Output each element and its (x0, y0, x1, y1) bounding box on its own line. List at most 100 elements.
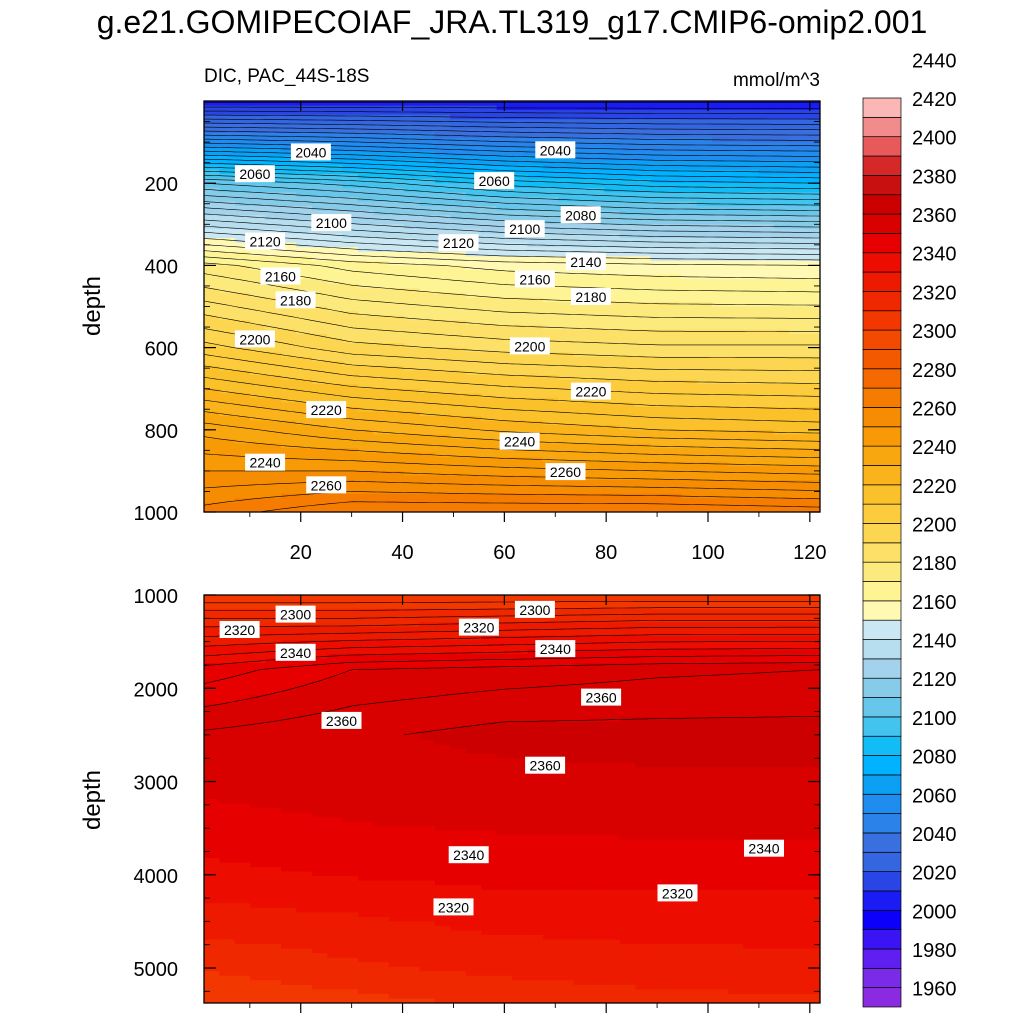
field-cell (604, 324, 621, 330)
field-cell (327, 871, 344, 877)
field-cell (219, 962, 236, 968)
field-cell (696, 393, 713, 399)
field-cell (373, 238, 390, 244)
field-cell (388, 980, 405, 986)
field-cell (527, 238, 544, 244)
field-cell (219, 429, 236, 435)
field-cell (281, 595, 297, 601)
contour-label: 2080 (560, 206, 601, 224)
field-cell (388, 762, 405, 768)
field-cell (589, 279, 605, 285)
field-cell (342, 749, 359, 755)
field-cell (589, 489, 605, 495)
field-cell (327, 210, 344, 216)
field-cell (388, 998, 405, 1003)
field-cell (311, 343, 328, 349)
field-cell (296, 174, 313, 180)
field-cell (358, 962, 374, 968)
field-cell (219, 502, 236, 509)
field-cell (250, 907, 267, 913)
field-cell (496, 288, 513, 294)
field-cell (419, 297, 436, 303)
field-cell (311, 448, 328, 454)
field-cell (727, 269, 744, 276)
field-cell (789, 219, 806, 225)
field-cell (219, 352, 236, 358)
field-cell (388, 953, 405, 959)
field-cell (234, 119, 251, 125)
field-cell (743, 279, 759, 285)
field-cell (358, 604, 374, 610)
field-cell (604, 196, 621, 203)
field-cell (265, 128, 282, 134)
field-cell (327, 780, 344, 786)
field-cell (727, 493, 744, 499)
field-cell (758, 123, 775, 129)
field-cell (712, 375, 729, 381)
field-cell (342, 984, 359, 990)
field-cell (681, 507, 698, 512)
field-cell (619, 155, 636, 161)
field-cell (342, 137, 359, 143)
field-cell (743, 333, 759, 340)
field-cell (296, 871, 313, 877)
field-cell (496, 347, 513, 353)
field-cell (373, 187, 390, 193)
field-cell (727, 132, 744, 139)
field-cell (496, 301, 513, 308)
field-cell (250, 808, 267, 814)
field-cell (342, 617, 359, 623)
field-cell (450, 288, 467, 294)
field-cell (204, 384, 220, 390)
field-cell (604, 356, 621, 362)
field-cell (450, 146, 467, 152)
field-cell (265, 502, 282, 509)
field-cell (373, 667, 390, 673)
field-cell (481, 480, 498, 486)
field-cell (558, 132, 575, 139)
field-cell (265, 812, 282, 818)
field-cell (204, 712, 220, 718)
field-cell (773, 347, 790, 353)
field-cell (450, 429, 467, 435)
field-cell (219, 493, 236, 499)
field-cell (327, 685, 344, 691)
field-cell (358, 808, 374, 814)
field-cell (404, 416, 421, 422)
field-cell (727, 242, 744, 248)
field-cell (419, 251, 436, 257)
field-cell (465, 329, 482, 335)
field-cell (388, 907, 405, 913)
field-cell (358, 957, 374, 963)
field-cell (604, 502, 621, 509)
field-cell (435, 352, 451, 358)
field-cell (650, 265, 667, 271)
field-cell (450, 448, 467, 454)
field-cell (804, 123, 820, 129)
field-cell (204, 438, 220, 445)
field-cell (789, 101, 806, 107)
field-cell (327, 749, 344, 755)
field-cell (666, 219, 682, 225)
field-cell (527, 416, 544, 422)
field-cell (619, 247, 636, 253)
field-cell (727, 265, 744, 271)
field-cell (512, 352, 528, 358)
field-cell (296, 907, 313, 913)
field-cell (558, 329, 575, 335)
field-cell (589, 347, 605, 353)
field-cell (527, 301, 544, 308)
field-cell (311, 315, 328, 321)
field-cell (250, 192, 267, 198)
field-cell (219, 767, 236, 773)
field-cell (450, 484, 467, 490)
field-cell (804, 128, 820, 134)
field-cell (204, 889, 220, 895)
field-cell (250, 292, 267, 298)
field-cell (234, 930, 251, 936)
field-cell (465, 219, 482, 225)
field-cell (712, 123, 729, 129)
field-cell (450, 164, 467, 171)
field-cell (373, 599, 390, 605)
field-cell (311, 370, 328, 376)
